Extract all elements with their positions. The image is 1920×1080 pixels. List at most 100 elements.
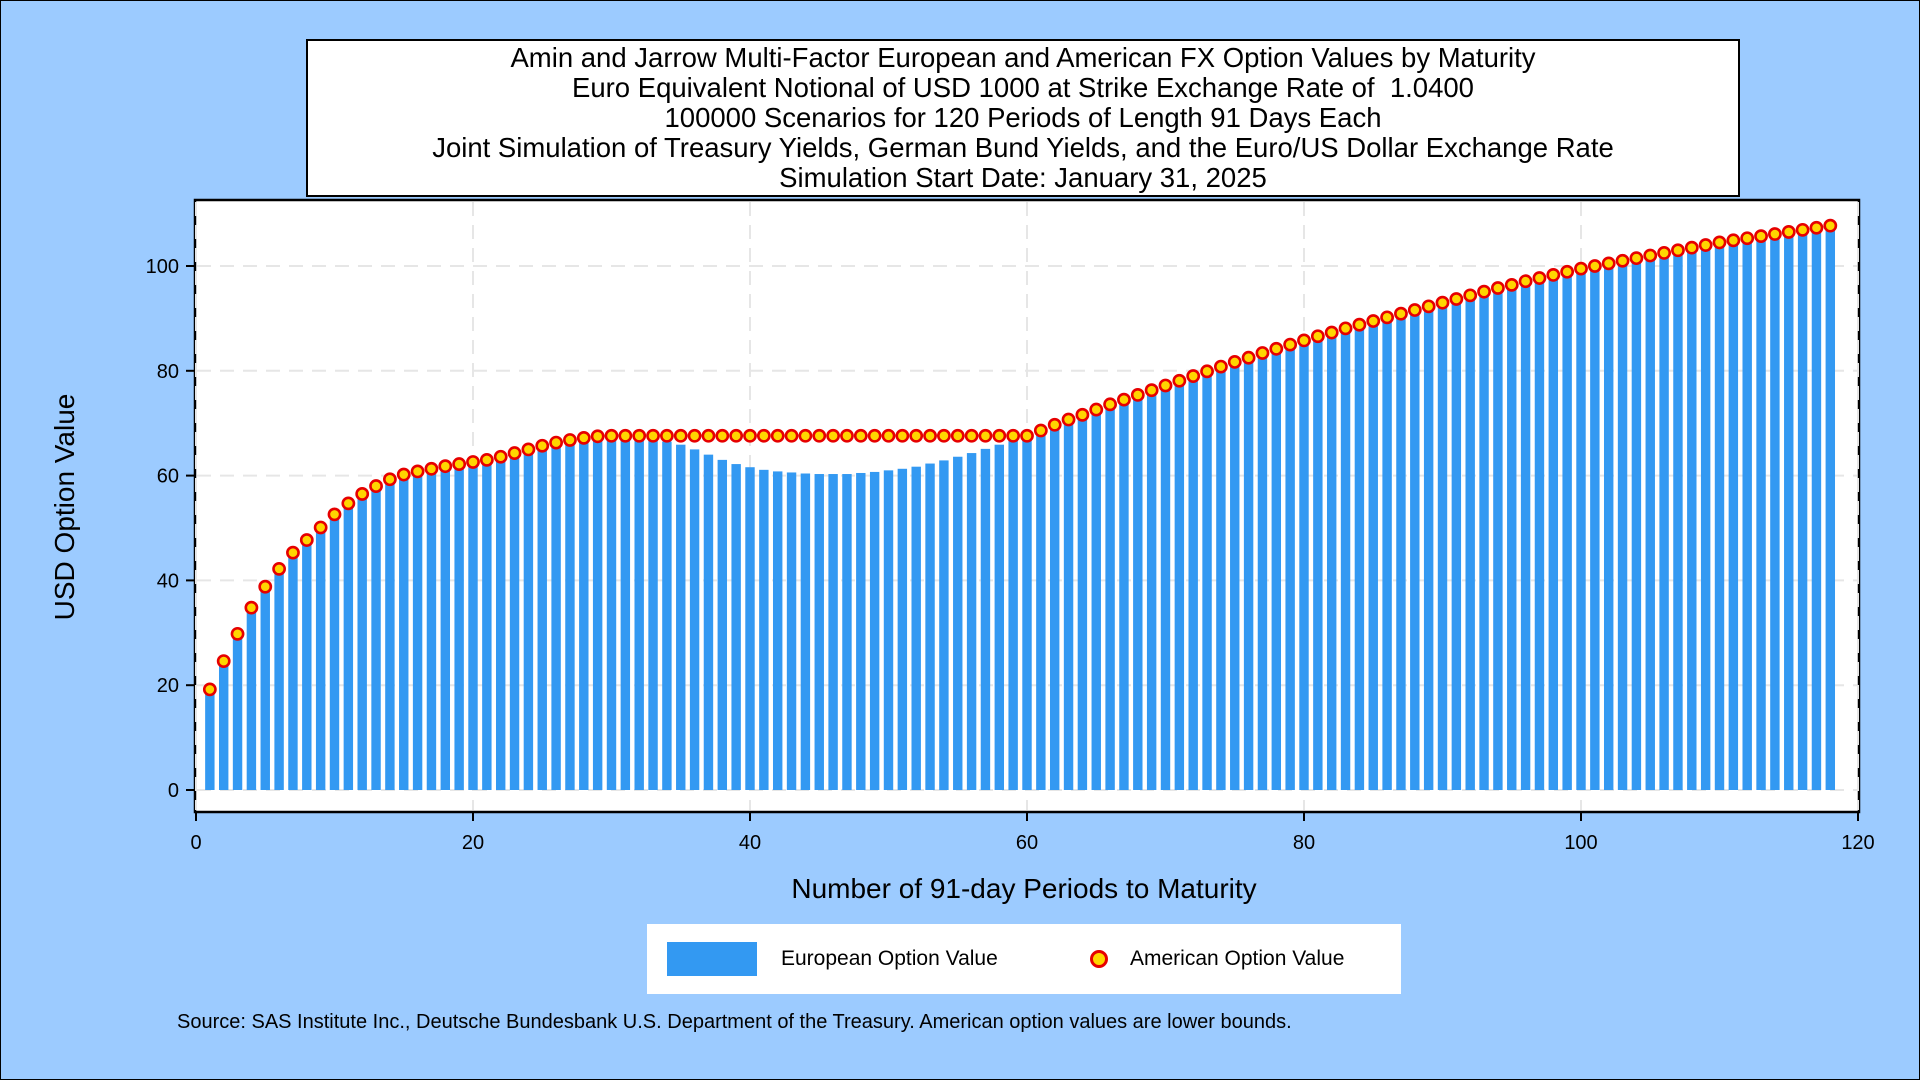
american-marker <box>1006 428 1021 443</box>
european-bar <box>205 689 215 790</box>
american-marker <box>355 487 370 501</box>
american-marker <box>299 533 314 547</box>
european-bar <box>232 633 243 790</box>
american-marker <box>466 455 480 469</box>
chart-title-line-1: Amin and Jarrow Multi-Factor European an… <box>510 42 1536 73</box>
american-marker <box>1532 271 1547 285</box>
american-marker <box>1726 233 1741 248</box>
american-marker <box>618 428 633 443</box>
y-tick-label: 80 <box>157 361 179 383</box>
american-marker <box>1297 333 1311 348</box>
american-marker <box>673 428 688 443</box>
european-bar <box>1036 430 1046 790</box>
american-marker <box>1518 274 1533 289</box>
american-marker <box>1504 277 1519 292</box>
european-bar <box>1631 258 1642 790</box>
european-bar <box>606 435 617 790</box>
european-bar <box>1146 390 1157 790</box>
american-marker <box>1698 238 1713 252</box>
european-bar <box>1326 332 1337 790</box>
european-bar <box>1617 260 1628 790</box>
european-bar <box>1188 376 1198 790</box>
european-bar <box>786 472 797 790</box>
european-bar <box>482 459 492 790</box>
y-tick-label: 0 <box>168 780 179 802</box>
american-marker <box>1560 264 1575 279</box>
european-bar <box>1368 321 1378 790</box>
european-bar <box>759 469 769 790</box>
american-marker <box>1740 231 1755 246</box>
european-bar <box>315 527 326 790</box>
chart-title-line-4: Joint Simulation of Treasury Yields, Ger… <box>432 132 1614 163</box>
american-marker <box>729 428 744 443</box>
american-marker <box>909 428 924 443</box>
american-marker <box>798 428 813 443</box>
european-bar <box>260 586 270 790</box>
european-bar <box>1728 240 1739 791</box>
european-bar <box>911 466 921 790</box>
european-bar <box>897 468 908 790</box>
legend: European Option Value American Option Va… <box>647 924 1401 994</box>
american-marker <box>1117 392 1131 407</box>
legend-label-european: European Option Value <box>781 947 998 970</box>
x-axis-title: Number of 91-day Periods to Maturity <box>791 873 1256 904</box>
european-bar <box>329 514 340 790</box>
european-bar <box>1756 236 1766 790</box>
american-marker <box>1463 288 1478 303</box>
american-marker <box>1643 248 1658 263</box>
european-bar <box>1714 242 1725 791</box>
american-marker <box>1075 407 1090 422</box>
y-tick-label: 60 <box>157 466 179 488</box>
american-marker <box>1587 259 1602 273</box>
american-marker <box>258 579 273 594</box>
american-marker <box>660 428 674 443</box>
american-marker <box>341 496 356 511</box>
european-bar <box>869 471 880 790</box>
american-marker <box>272 561 286 576</box>
european-bar <box>939 460 949 790</box>
european-bar <box>1576 268 1586 790</box>
y-tick-label: 100 <box>146 256 179 278</box>
american-marker <box>1255 346 1270 360</box>
american-marker <box>1352 317 1367 332</box>
american-marker <box>438 459 453 474</box>
american-marker <box>632 428 647 443</box>
american-marker <box>646 428 660 443</box>
american-marker <box>895 428 910 443</box>
european-bar <box>689 449 700 790</box>
american-marker <box>576 430 591 445</box>
european-bar <box>1465 295 1475 790</box>
american-marker <box>216 654 231 668</box>
european-bar <box>426 468 437 790</box>
american-marker <box>1768 227 1782 241</box>
european-bar <box>1410 310 1420 790</box>
european-bar <box>814 474 824 790</box>
american-marker <box>327 507 342 522</box>
european-bar <box>1049 424 1060 790</box>
american-marker <box>1435 295 1450 310</box>
legend-label-american: American Option Value <box>1130 947 1345 970</box>
european-bar <box>662 441 672 790</box>
american-marker <box>1421 299 1436 314</box>
x-tick-label: 120 <box>1841 832 1874 854</box>
european-bar <box>1479 291 1489 790</box>
european-bar <box>1562 271 1572 790</box>
american-marker <box>1684 240 1699 255</box>
american-marker <box>1089 402 1104 417</box>
european-bar <box>842 474 852 790</box>
x-tick-label: 0 <box>190 832 201 854</box>
american-marker <box>1214 359 1228 374</box>
european-bar <box>1216 366 1226 790</box>
european-bar <box>1687 247 1697 790</box>
chart-title-line-2: Euro Equivalent Notional of USD 1000 at … <box>572 72 1474 103</box>
american-marker <box>743 428 757 443</box>
american-marker <box>1574 261 1588 276</box>
european-bar <box>440 466 451 790</box>
european-bar <box>1603 263 1614 790</box>
european-bar <box>1548 274 1559 791</box>
european-bar <box>343 503 354 790</box>
european-bar <box>745 467 755 790</box>
european-bar <box>966 453 977 790</box>
european-bar <box>1507 284 1517 790</box>
european-bar <box>1534 278 1545 790</box>
